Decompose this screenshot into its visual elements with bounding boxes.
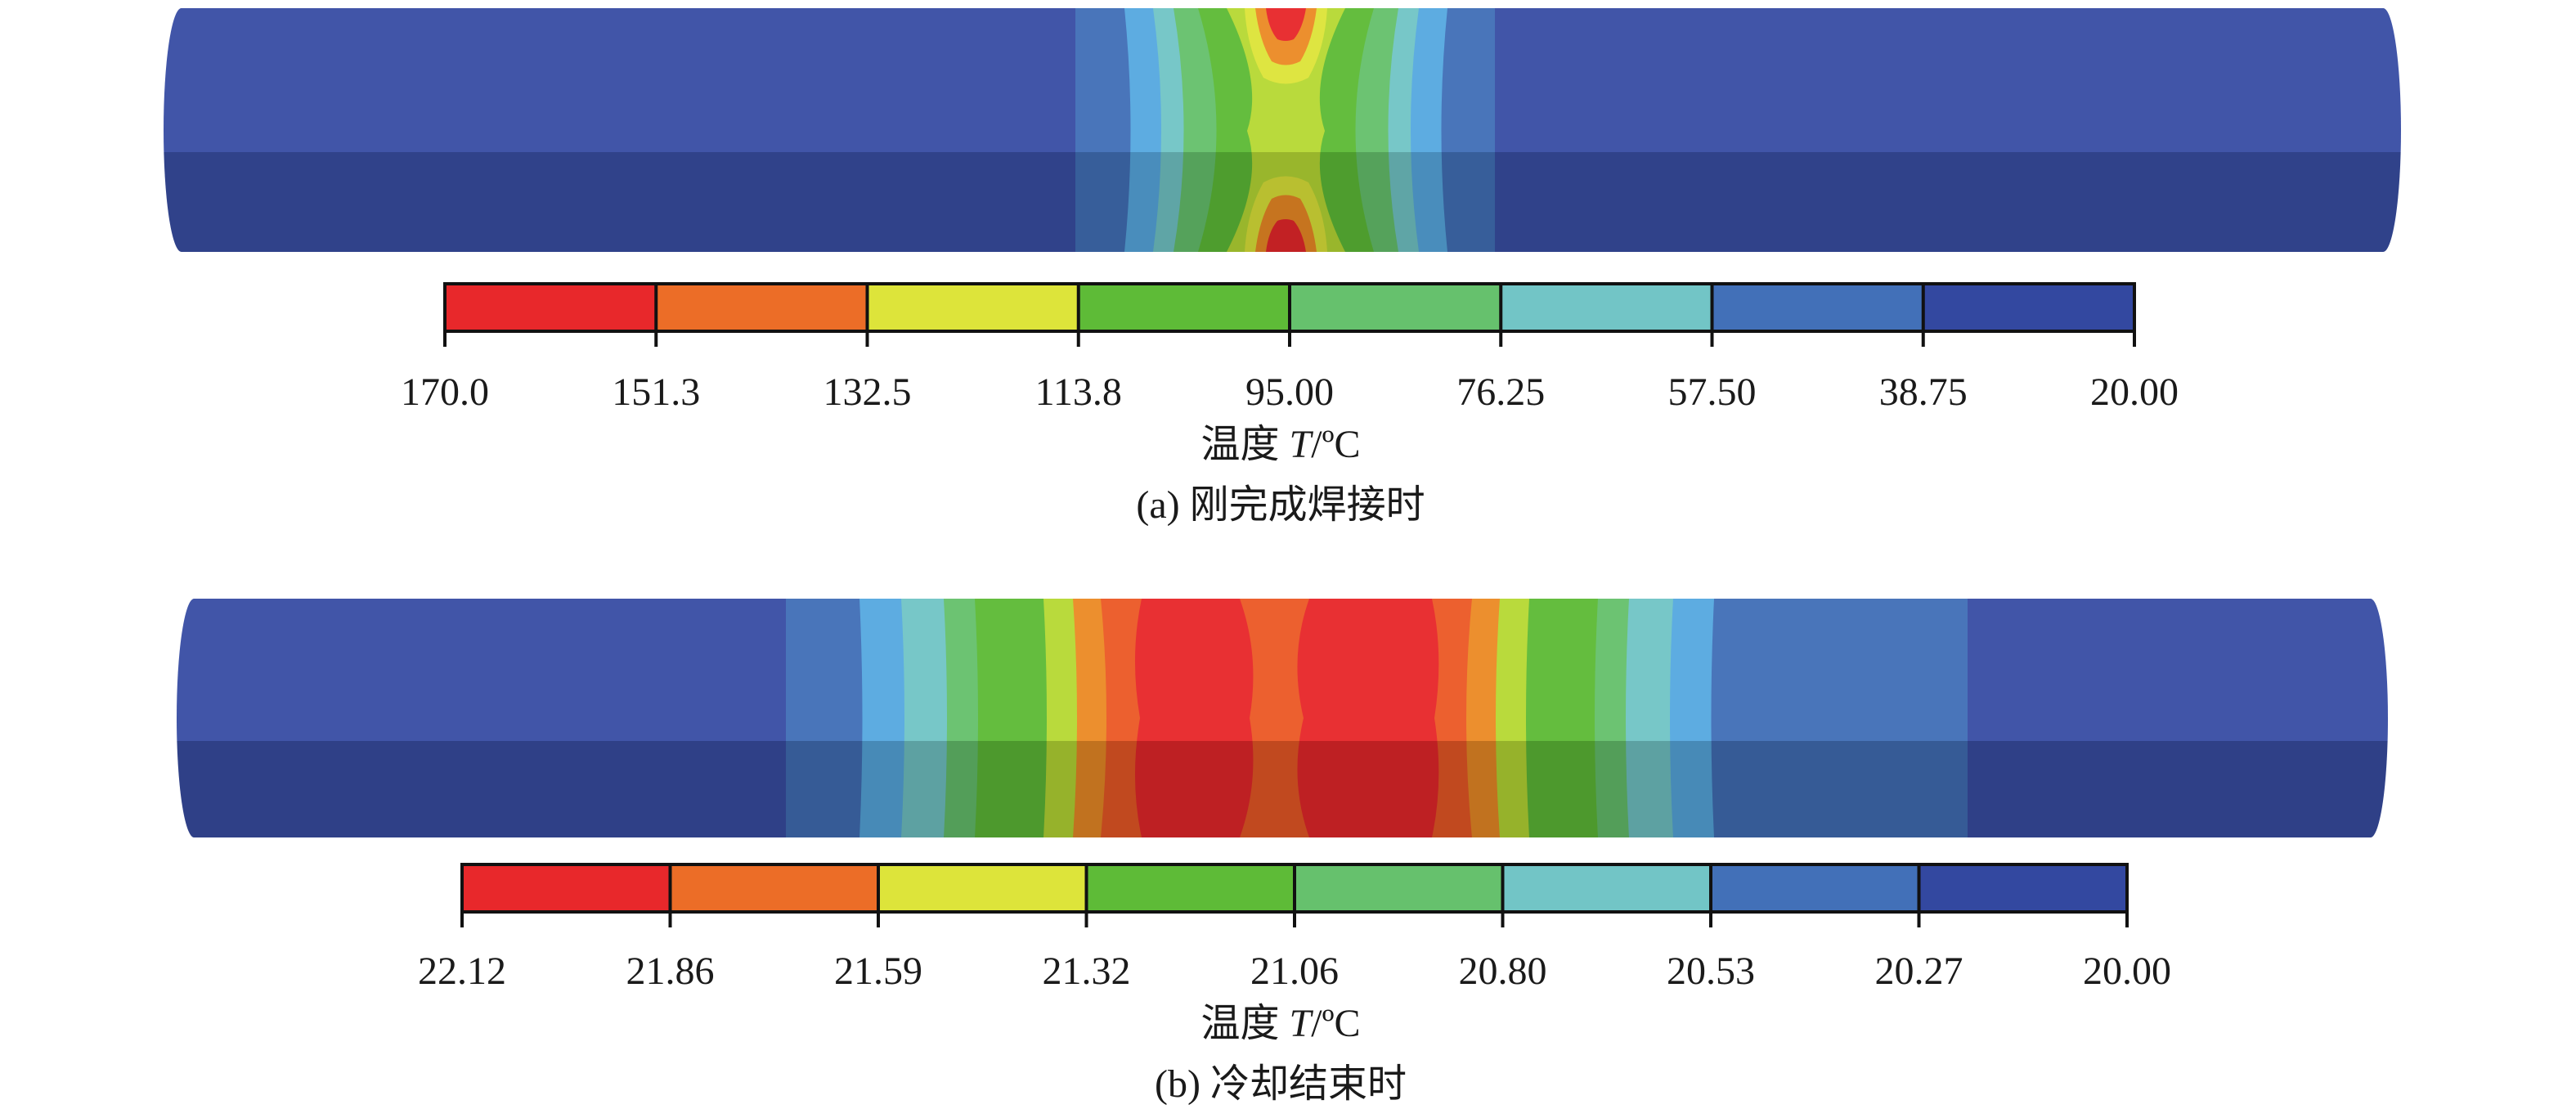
scale-tick-label: 20.27 <box>1874 950 1963 993</box>
scale-tick-label: 151.3 <box>612 370 701 414</box>
scale-tick-label: 20.53 <box>1667 950 1755 993</box>
axis-title-unit: /ºC <box>1311 1002 1361 1045</box>
caption-a: (a) 刚完成焊接时 <box>1136 483 1425 527</box>
scale-tick-label: 20.80 <box>1458 950 1547 993</box>
scale-tick-label: 76.25 <box>1456 370 1546 414</box>
axis-title-a: 温度 T/ºC <box>1201 425 1361 465</box>
axis-title-b: 温度 T/ºC <box>1201 1004 1361 1044</box>
scale-tick-label: 20.00 <box>2083 950 2171 993</box>
scale-tick-label: 170.0 <box>401 370 489 414</box>
axis-title-variable: T <box>1289 423 1312 466</box>
color-band <box>1086 864 1295 912</box>
axis-title-prefix: 温度 <box>1200 1002 1290 1045</box>
color-band <box>1501 284 1712 331</box>
scale-tick-label: 20.00 <box>2090 370 2179 414</box>
color-band <box>1712 284 1924 331</box>
color-scale-a <box>443 282 2136 348</box>
color-band <box>462 864 671 912</box>
scale-tick-label: 21.59 <box>834 950 922 993</box>
color-band <box>1919 864 2128 912</box>
color-band <box>656 284 868 331</box>
color-band <box>1078 284 1290 331</box>
scale-tick-label: 21.86 <box>626 950 715 993</box>
color-scale-bar-b <box>460 863 2129 927</box>
axis-title-prefix: 温度 <box>1200 423 1290 466</box>
color-band <box>1290 284 1501 331</box>
color-band <box>1502 864 1712 912</box>
scale-tick-label: 57.50 <box>1667 370 1757 414</box>
color-band <box>878 864 1087 912</box>
caption-b: (b) 冷却结束时 <box>1155 1062 1407 1106</box>
pipe-contour-b <box>177 599 2388 837</box>
scale-tick-label: 38.75 <box>1878 370 1968 414</box>
color-band <box>1923 284 2135 331</box>
color-band <box>1711 864 1919 912</box>
scale-tick-label: 132.5 <box>823 370 912 414</box>
color-band <box>445 284 657 331</box>
color-band <box>1295 864 1503 912</box>
scale-tick-label: 21.06 <box>1250 950 1339 993</box>
scale-tick-label: 113.8 <box>1034 370 1122 414</box>
scale-tick-label: 95.00 <box>1245 370 1334 414</box>
color-scale-b <box>460 863 2129 929</box>
scale-tick-label: 22.12 <box>418 950 506 993</box>
color-scale-bar-a <box>443 282 2136 347</box>
axis-title-variable: T <box>1289 1002 1312 1045</box>
scale-tick-label: 21.32 <box>1042 950 1131 993</box>
axis-title-unit: /ºC <box>1311 423 1361 466</box>
pipe-contour-a <box>164 8 2401 252</box>
color-band <box>670 864 879 912</box>
color-band <box>867 284 1079 331</box>
